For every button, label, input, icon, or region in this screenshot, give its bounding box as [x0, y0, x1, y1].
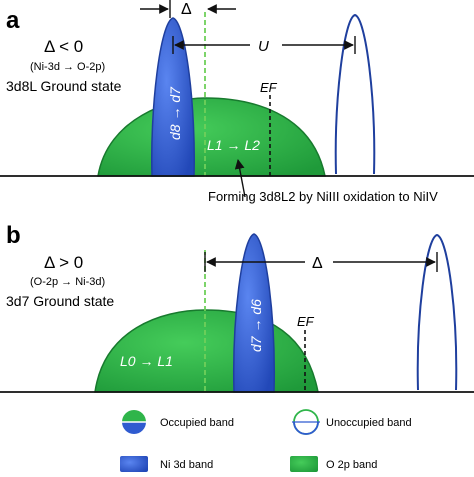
panel-b-unoccupied-band — [416, 233, 458, 391]
panel-b-fermi-label: EF — [297, 314, 315, 329]
panel-a-transition: (Ni-3d → O-2p) — [30, 61, 105, 73]
panel-a-letter: a — [6, 7, 20, 34]
panel-b-o2p-band — [94, 309, 319, 393]
panel-a-forming-note: Forming 3d8L2 by NiIII oxidation to NiIV — [208, 189, 438, 204]
panel-a-note-arrow — [234, 159, 246, 198]
panel-b: b Δ > 0 (O-2p → Ni-3d) 3d7 Ground state … — [0, 222, 474, 393]
panel-b-o-band-label: L0 → L1 — [120, 353, 173, 369]
panel-b-ni-band-label: d7 → d6 — [248, 299, 264, 352]
panel-a-unoccupied-band — [334, 13, 376, 175]
panel-a-u-label: U — [258, 38, 269, 55]
panel-a-delta-condition: Δ < 0 — [44, 37, 83, 56]
legend-occupied-label: Occupied band — [160, 417, 234, 429]
panel-a-ground-state: 3d8L Ground state — [6, 78, 122, 94]
panel-a-delta-symbol: Δ — [181, 1, 192, 18]
panel-a-o-band-label: L1 → L2 — [207, 137, 260, 153]
panel-b-delta-condition: Δ > 0 — [44, 253, 83, 272]
legend-unoccupied-label: Unoccupied band — [326, 417, 412, 429]
panel-a-ni-band-label: d8 → d7 — [167, 86, 183, 140]
legend: Occupied band Unoccupied band Ni 3d band… — [120, 409, 412, 472]
panel-b-transition: (O-2p → Ni-3d) — [30, 276, 105, 288]
legend-ni-band-label: Ni 3d band — [160, 459, 213, 471]
panel-b-ground-state: 3d7 Ground state — [6, 293, 114, 309]
legend-o-band-label: O 2p band — [326, 459, 377, 471]
panel-a: a Δ < 0 (Ni-3d → O-2p) 3d8L Ground state… — [0, 0, 474, 204]
panel-b-ni3d-band — [232, 233, 276, 393]
panel-b-delta-symbol: Δ — [312, 255, 323, 272]
panel-a-ni3d-band — [150, 17, 196, 177]
unoccupied-band-icon — [292, 409, 320, 435]
ni-band-swatch — [120, 456, 148, 472]
panel-b-letter: b — [6, 222, 21, 249]
panel-a-fermi-label: EF — [260, 80, 278, 95]
o-band-swatch — [290, 456, 318, 472]
occupied-band-icon — [121, 410, 147, 434]
